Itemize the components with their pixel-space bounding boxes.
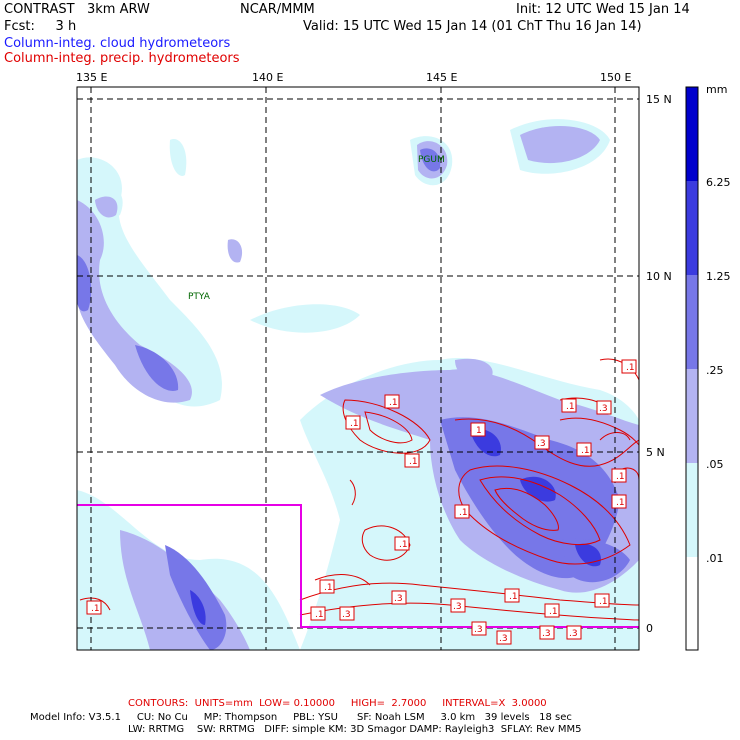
svg-text:.1: .1 (616, 472, 625, 482)
svg-text:.1: .1 (581, 446, 590, 456)
contour-label: .3 (596, 400, 612, 415)
forecast-hour: Fcst: 3 h (4, 19, 77, 34)
lat-label: 5 N (646, 446, 665, 459)
svg-text:.1: .1 (599, 597, 608, 607)
model-info-line1: Model Info: V3.5.1 CU: No Cu MP: Thompso… (30, 712, 572, 723)
legend-swatch (686, 87, 698, 181)
svg-text:.1: .1 (350, 419, 359, 429)
contour-label: .1 (310, 606, 326, 621)
contour-label: .1 (576, 442, 592, 457)
contour-info: CONTOURS: UNITS=mm LOW= 0.10000 HIGH= 2.… (128, 698, 547, 709)
svg-text:.3: .3 (599, 404, 608, 414)
valid-time: Valid: 15 UTC Wed 15 Jan 14 (01 ChT Thu … (303, 19, 642, 34)
contour-label: .1 (86, 600, 102, 615)
contour-label-group: .1 .1 .1 .1 .3 .1 .3 .1 .1 .1 .1 .1 .1 .… (86, 359, 637, 645)
svg-text:.1: .1 (566, 402, 575, 412)
init-time: Init: 12 UTC Wed 15 Jan 14 (516, 2, 690, 17)
longitude-axis: 135 E 140 E 145 E 150 E (76, 71, 631, 84)
svg-text:.3: .3 (569, 629, 578, 639)
svg-text:.1: .1 (324, 583, 333, 593)
contour-label: .1 (384, 394, 400, 409)
contour-label: .1 (404, 453, 420, 468)
lat-label: 10 N (646, 270, 672, 283)
svg-text:.3: .3 (453, 602, 462, 612)
map-frame (76, 86, 640, 651)
stations: PGUM PTYA (188, 155, 445, 302)
svg-text:1: 1 (476, 426, 482, 436)
cloud-shading (77, 119, 639, 650)
svg-text:.1: .1 (616, 498, 625, 508)
organization: NCAR/MMM (240, 2, 315, 17)
legend-level: 1.25 (706, 270, 731, 283)
legend-swatch (686, 181, 698, 275)
lat-label: 15 N (646, 93, 672, 106)
contour-label: .1 (345, 415, 361, 430)
svg-text:.3: .3 (474, 625, 483, 635)
legend-level: .05 (706, 458, 724, 471)
legend-level: 6.25 (706, 176, 731, 189)
legend-swatch (686, 463, 698, 557)
contour-label: .3 (339, 606, 355, 621)
contour-label: .1 (561, 398, 577, 413)
nested-domain-box (77, 504, 639, 628)
contour-label: .1 (454, 504, 470, 519)
legend-swatch (686, 369, 698, 463)
legend-unit: mm (706, 83, 727, 96)
svg-text:.1: .1 (91, 604, 100, 614)
contour-label: .3 (450, 598, 466, 613)
contour-label: .1 (611, 468, 627, 483)
lon-label: 145 E (426, 71, 457, 84)
field-cloud-label: Column-integ. cloud hydrometeors (4, 36, 231, 51)
svg-text:.3: .3 (394, 594, 403, 604)
svg-text:.1: .1 (389, 398, 398, 408)
contour-label: .1 (544, 603, 560, 618)
legend-level: .25 (706, 364, 724, 377)
lon-label: 135 E (76, 71, 107, 84)
station-ptya: PTYA (188, 292, 211, 302)
project-title: CONTRAST 3km ARW (4, 2, 150, 17)
contour-label: .3 (496, 630, 512, 645)
contour-label: .1 (594, 593, 610, 608)
lat-label: 0 (646, 622, 653, 635)
contour-label: .3 (534, 435, 550, 450)
contour-label: .3 (566, 625, 582, 640)
svg-text:.1: .1 (509, 592, 518, 602)
svg-text:.1: .1 (549, 607, 558, 617)
svg-text:.1: .1 (315, 610, 324, 620)
svg-text:.1: .1 (409, 457, 418, 467)
svg-text:.1: .1 (459, 508, 468, 518)
legend-swatch (686, 275, 698, 369)
color-legend: mm 6.25 1.25 .25 .05 .01 (685, 83, 731, 651)
legend-level: .01 (706, 552, 724, 565)
model-info-line2: LW: RRTMG SW: RRTMG DIFF: simple KM: 3D … (128, 724, 582, 735)
contour-label: .1 (611, 494, 627, 509)
contour-label: .3 (471, 621, 487, 636)
map-panel: .1 .1 .1 .1 .3 .1 .3 .1 .1 .1 .1 .1 .1 .… (76, 71, 731, 651)
svg-text:.3: .3 (537, 439, 546, 449)
contour-label: .1 (504, 588, 520, 603)
contour-label: .3 (391, 590, 407, 605)
station-pgum: PGUM (418, 155, 445, 165)
contour-label: 1 (470, 422, 486, 437)
contour-label: .1 (394, 536, 410, 551)
contour-label: .1 (319, 579, 335, 594)
svg-text:.1: .1 (626, 363, 635, 373)
svg-text:.1: .1 (399, 540, 408, 550)
legend-swatch (686, 557, 698, 650)
graticule (77, 87, 639, 650)
lon-label: 140 E (252, 71, 283, 84)
svg-text:.3: .3 (499, 634, 508, 644)
svg-text:.3: .3 (342, 610, 351, 620)
contour-label: .1 (621, 359, 637, 374)
contour-label: .3 (539, 625, 555, 640)
field-precip-label: Column-integ. precip. hydrometeors (4, 51, 240, 66)
latitude-axis: 15 N 10 N 5 N 0 (646, 93, 672, 635)
svg-text:.3: .3 (542, 629, 551, 639)
lon-label: 150 E (600, 71, 631, 84)
